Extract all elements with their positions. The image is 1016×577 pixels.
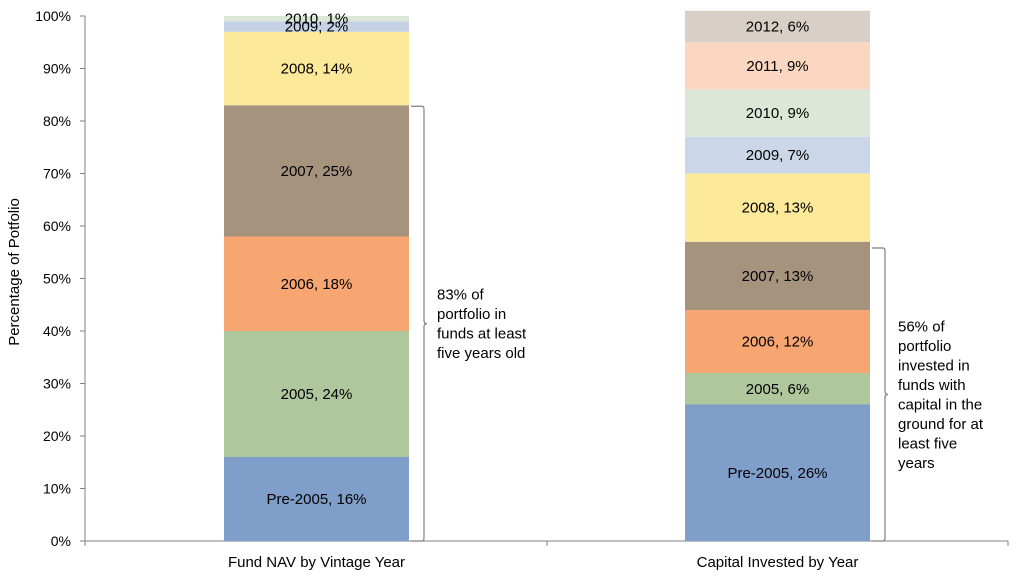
segment-data-label: 2008, 14% [281,61,353,78]
segment-data-label: 2005, 6% [746,381,809,398]
segment-data-label: 2006, 12% [742,334,814,351]
bar-segment [224,236,409,331]
annotations: 83% of portfolio in funds at least five yea… [411,105,984,542]
annotation-text: least five [898,435,957,452]
y-axis-label: Percentage of Potfolio [6,198,23,346]
y-tick-label: 100% [35,8,71,24]
y-tick-label: 50% [43,271,71,287]
annotation-text: 56% of [898,318,946,335]
y-tick-label: 80% [43,113,71,129]
segment-data-label: 2009, 2% [285,19,348,36]
segment-data-label: 2005, 24% [281,386,353,403]
segment-data-label: 2010, 1% [285,11,348,28]
annotation-text: invested in [898,357,970,374]
bar-segment [685,241,870,310]
y-tick-label: 60% [43,218,71,234]
bar-segment [685,404,870,541]
annotation-text: ground for at [898,416,984,433]
segment-data-label: Pre-2005, 16% [266,491,366,508]
segment-data-label: 2012, 6% [746,19,809,36]
segment-data-label: 2010, 9% [746,105,809,122]
bar-segment [685,373,870,405]
bar-segment [685,42,870,90]
annotation-text: portfolio [898,338,951,355]
segment-data-label: 2008, 13% [742,200,814,217]
bar-segment [685,10,870,43]
y-tick-label: 90% [43,61,71,77]
annotation-text: five years old [437,345,525,362]
bar-segment [224,31,409,106]
annotation-text: 83% of [437,286,485,303]
bar-segment [224,105,409,237]
bar-segment [685,173,870,242]
annotation-text: funds at least [437,325,527,342]
bar-segment [685,310,870,373]
annotation-text: funds with [898,377,966,394]
bar-segment [685,89,870,137]
axes: 0% 10% 20% 30% 40% 50% 60% 70% 80% 90% 100% Fund NA… [35,8,1009,571]
bar-segment [224,16,409,22]
annotation-text: portfolio in [437,306,506,323]
y-tick-label: 20% [43,428,71,444]
bar-segment [224,331,409,457]
segment-data-label: 2011, 9% [746,58,808,75]
bars: Pre-2005, 16% 2005, 24% 2006, 18% 2007, 25%… [224,11,870,541]
annotation-brace [411,105,428,542]
bar-segment [224,21,409,32]
segment-data-label: 2006, 18% [281,276,353,293]
y-tick-label: 0% [51,533,71,549]
y-tick-label: 30% [43,376,71,392]
annotation-text: years [898,455,935,472]
y-tick-label: 70% [43,166,71,182]
segment-data-label: Pre-2005, 26% [727,465,827,482]
y-tick-label: 10% [43,481,71,497]
annotation-brace [872,247,889,542]
y-tick-label: 40% [43,323,71,339]
x-category-label: Fund NAV by Vintage Year [228,554,405,571]
bar-segment [224,457,409,541]
segment-data-label: 2007, 13% [742,268,814,285]
segment-data-label: 2009, 7% [746,147,809,164]
annotation-text: capital in the [898,396,982,413]
x-category-label: Capital Invested by Year [697,554,859,571]
segment-data-label: 2007, 25% [281,163,353,180]
bar-segment [685,136,870,174]
